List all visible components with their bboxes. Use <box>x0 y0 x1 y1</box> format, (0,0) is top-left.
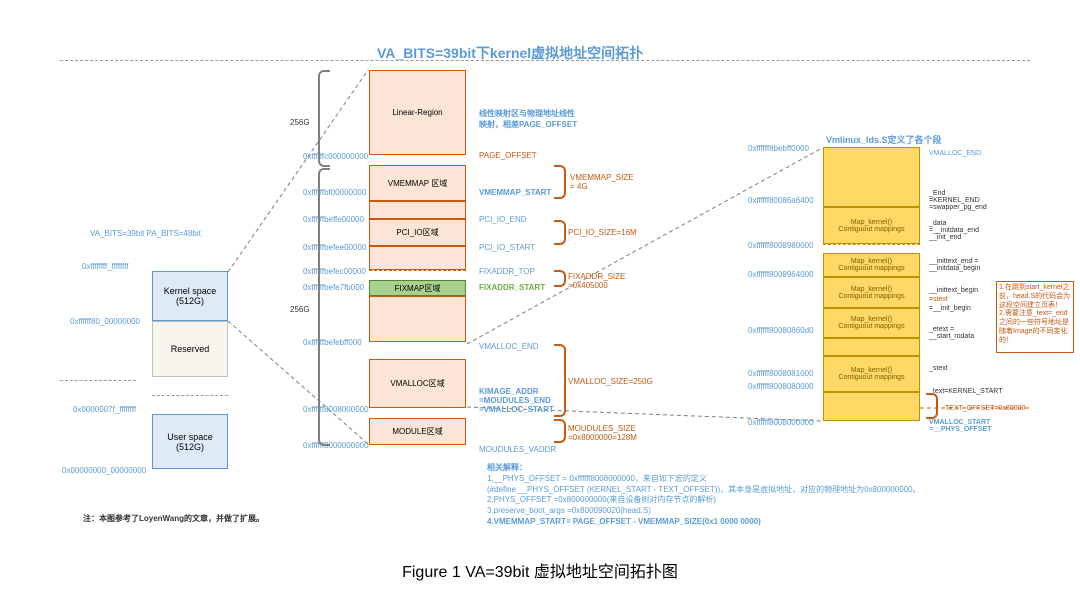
col3-rlabel-2: _data =__initdata_end __init_end <box>929 220 979 241</box>
col2-rlabel-7: VMALLOC_END <box>479 342 539 351</box>
col2-addr-0: 0xffffffc000000000 <box>303 152 368 161</box>
col3-rlabel-11: VMALLOC_START =__PHYS_OFFSET <box>929 419 991 433</box>
col3-addr-7: 0xffffff8008000000 <box>748 418 814 427</box>
col1-box-2: User space (512G) <box>152 414 228 469</box>
col3-addr-1: 0xffffff80086a6400 <box>748 196 814 205</box>
col2-rlabel-9: MOUDULES_VADDR <box>479 445 556 454</box>
footnote: 注：本图参考了LoyenWang的文章，并做了扩展。 <box>83 513 264 524</box>
brace-4 <box>554 270 566 287</box>
col3-box-3: Map_kernel() Contiguout mappings <box>823 277 920 308</box>
explain-block: 相关解释：1.__PHYS_OFFSET = 0xffffff800800000… <box>487 463 921 528</box>
col2-addr-7: 0xffffff8008000000 <box>303 405 369 414</box>
col3-rlabel-7: _etext = __start_rodata <box>929 326 974 340</box>
hdash-0 <box>60 60 1030 61</box>
col3-box-1: Map_kernel() Contiguout mappings <box>823 207 920 244</box>
brace-1 <box>318 168 330 446</box>
col3-box-6: Map_kernel() Contiguout mappings <box>823 356 920 392</box>
col2-addr-8: 0xffffff8000000000 <box>303 441 369 450</box>
col2-box-5: FIXMAP区域 <box>369 280 466 296</box>
col2-rlabel-0: 线性映射区与物理地址线性 映射，相差PAGE_OFFSET <box>479 108 577 130</box>
figure-caption: Figure 1 VA=39bit 虚拟地址空间拓扑图 <box>0 558 1080 574</box>
col2-rlabel-3: PCI_IO_END <box>479 215 527 224</box>
brace-6 <box>554 419 566 443</box>
col3-addr-4: 0xffffff80080860d0 <box>748 326 814 335</box>
col2-rlabel-8: KIMAGE_ADDR =MOUDULES_END =VMALLOC_START <box>479 387 554 414</box>
col3-rlabel-10: TEXT_OFFSET=0x80000 <box>945 405 1025 412</box>
col2-rlabel-5: FIXADDR_TOP <box>479 267 535 276</box>
col2-box-3: PCI_IO区域 <box>369 219 466 246</box>
col2-rlabel-4: PCI_IO_START <box>479 243 535 252</box>
col2-box-6 <box>369 296 466 342</box>
col3-box-5 <box>823 338 920 356</box>
col3-box-4: Map_kernel() Contiguout mappings <box>823 308 920 338</box>
col1-addr-3: 0x00000000_00000000 <box>62 466 146 475</box>
brace-3 <box>554 220 566 245</box>
col1-box-1: Reserved <box>152 321 228 377</box>
col3-addr-6: 0xffffff8008080000 <box>748 382 814 391</box>
col2-size-1: PCI_IO_SIZE=16M <box>568 228 637 237</box>
col1-addr-0: 0xffffffff_ffffffff <box>82 262 128 271</box>
col2-addr-4: 0xffffffbefec00000 <box>303 267 366 276</box>
col2-size-0: VMEMMAP_SIZE = 4G <box>570 173 634 191</box>
col3-dash-1 <box>823 244 920 245</box>
col2-box-1: VMEMMAP 区域 <box>369 165 466 201</box>
brace-2 <box>554 165 566 199</box>
col3-rlabel-8: _stext <box>929 365 948 372</box>
col3-rlabel-3: __inittext_end = __initdata_begin <box>929 258 980 272</box>
col1-box-0: Kernel space (512G) <box>152 271 228 321</box>
col2-size-4: MOUDULES_SIZE =0x8000000=128M <box>568 424 637 442</box>
col3-addr-5: 0xffffff8008081000 <box>748 369 814 378</box>
col3-addr-2: 0xffffff8008980000 <box>748 241 814 250</box>
col2-rlabel-1: PAGE_OFFSET <box>479 151 537 160</box>
col2-addr-6: 0xffffffbefebff000 <box>303 338 362 347</box>
size256g-0: 256G <box>290 118 310 127</box>
col3-rlabel-4: __inittext_begin <box>929 287 978 294</box>
col2-box-4 <box>369 246 466 270</box>
col2-rlabel-6: FIXADDR_START <box>479 283 545 292</box>
col3-rlabel-9: _text=KERNEL_START <box>929 388 1002 395</box>
col1-addr-2: 0x0000007f_ffffffff <box>73 405 136 414</box>
col3-rlabel-1: _End =KERNEL_END =swapper_pg_end <box>929 190 987 211</box>
brace-0 <box>318 70 330 167</box>
col2-rlabel-2: VMEMMAP_START <box>479 188 551 197</box>
col3-addr-3: 0xffffff8008964000 <box>748 270 814 279</box>
col3-addr-0: 0xffffff8bebff0000 <box>748 144 809 153</box>
col2-addr-3: 0xffffffbefee00000 <box>303 243 366 252</box>
col3-box-0 <box>823 147 920 207</box>
col1-gap <box>152 395 228 396</box>
col2-box-7: VMALLOC区域 <box>369 359 466 408</box>
col3-box-2: Map_kernel() Contiguout mappings <box>823 253 920 277</box>
col2-addr-2: 0xffffffbeffe00000 <box>303 215 364 224</box>
col2-addr-1: 0xffffffbf00000000 <box>303 188 366 197</box>
col1-header: VA_BITS=39bit PA_BITS=48bit <box>90 229 201 238</box>
col2-box-0: Linear-Region <box>369 70 466 155</box>
fixmap-top-dash <box>369 270 466 271</box>
col3-rlabel-0: VMALLOC_END <box>929 150 981 157</box>
size256g-1: 256G <box>290 305 310 314</box>
col1-addr-1: 0xffffff80_00000000 <box>70 317 140 326</box>
note-box: 1.在跳到start_kernel之前，head.S的代码会为这段空间建立页表！… <box>996 281 1074 353</box>
col3-box-7 <box>823 392 920 421</box>
col3-header: Vmlinux_lds.S定义了各个段 <box>826 133 942 146</box>
col2-size-2: FIXADDR_SIZE =0x405000 <box>568 272 625 290</box>
brace-7 <box>926 393 938 419</box>
brace-5 <box>554 344 566 417</box>
col3-rlabel-5: =stext <box>929 296 948 303</box>
hdash-1 <box>60 380 136 381</box>
col2-box-2 <box>369 201 466 219</box>
col3-rlabel-6: =__init_begin <box>929 305 971 312</box>
col2-addr-5: 0xffffffbefe7fb000 <box>303 283 364 292</box>
col2-size-3: VMALLOC_SIZE=250G <box>568 377 653 386</box>
col2-box-8: MODULE区域 <box>369 418 466 445</box>
